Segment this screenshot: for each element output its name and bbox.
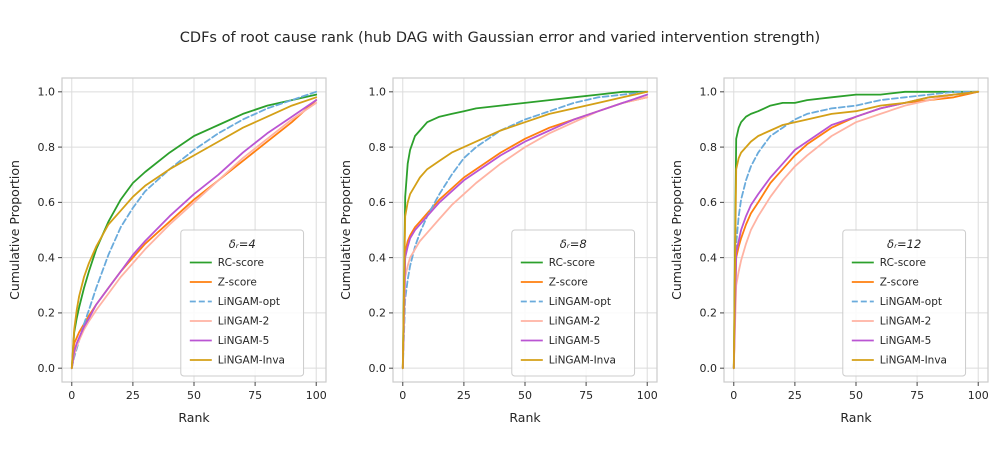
y-tick-label: 0.6 bbox=[38, 196, 56, 209]
x-tick-label: 100 bbox=[306, 389, 327, 402]
series-rc-score bbox=[401, 90, 649, 370]
y-tick-label: 0.6 bbox=[700, 196, 718, 209]
legend-label: LiNGAM-5 bbox=[218, 335, 269, 347]
legend-label: Z-score bbox=[218, 277, 257, 289]
series-rc-score bbox=[732, 90, 980, 370]
y-tick-label: 0.0 bbox=[369, 362, 387, 375]
subplot-svg: 0 25 50 75 100 0.0 0.2 0.4 0.6 0.8 1.0 Rank Cumulati… bbox=[7, 77, 327, 425]
x-tick-label: 25 bbox=[457, 389, 471, 402]
legend-label: LiNGAM-2 bbox=[549, 316, 600, 328]
series-lingam-inva bbox=[70, 96, 318, 370]
legend-box bbox=[511, 229, 636, 377]
series-lingam-5 bbox=[70, 99, 318, 370]
x-tick-label: 0 bbox=[730, 389, 737, 402]
x-tick-label: 50 bbox=[187, 389, 201, 402]
y-tick-label: 0.8 bbox=[700, 141, 718, 154]
legend-label: LiNGAM-Inva bbox=[880, 355, 947, 367]
series-rc-score bbox=[70, 93, 318, 370]
y-tick-label: 0.6 bbox=[369, 196, 387, 209]
y-tick-label: 0.0 bbox=[38, 362, 56, 375]
y-tick-label: 0.4 bbox=[700, 251, 718, 264]
x-axis-label: Rank bbox=[178, 410, 210, 425]
y-axis-label: Cumulative Proportion bbox=[669, 160, 684, 300]
figure-title: CDFs of root cause rank (hub DAG with Ga… bbox=[179, 30, 821, 46]
legend-label: LiNGAM-2 bbox=[880, 316, 931, 328]
y-tick-label: 1.0 bbox=[700, 86, 718, 99]
legend-label: LiNGAM-5 bbox=[880, 335, 931, 347]
x-tick-label: 50 bbox=[518, 389, 532, 402]
subplot-svg: 0 25 50 75 100 0.0 0.2 0.4 0.6 0.8 1.0 Rank Cumulati… bbox=[338, 77, 658, 425]
subplot-delta-8: 0 25 50 75 100 0.0 0.2 0.4 0.6 0.8 1.0 Rank Cumulati… bbox=[337, 62, 665, 442]
legend-label: LiNGAM-Inva bbox=[549, 355, 616, 367]
legend-label: Z-score bbox=[880, 277, 919, 289]
x-tick-label: 0 bbox=[399, 389, 406, 402]
x-tick-label: 25 bbox=[788, 389, 802, 402]
y-tick-label: 0.8 bbox=[369, 141, 387, 154]
legend-title: δᵣ=8 bbox=[560, 237, 587, 251]
subplot-svg: 0 25 50 75 100 0.0 0.2 0.4 0.6 0.8 1.0 Rank Cumulati… bbox=[669, 77, 989, 425]
legend-title: δᵣ=12 bbox=[887, 237, 921, 251]
x-tick-label: 75 bbox=[579, 389, 593, 402]
y-tick-label: 0.2 bbox=[700, 307, 718, 320]
subplot-delta-4: 0 25 50 75 100 0.0 0.2 0.4 0.6 0.8 1.0 Rank Cumulati… bbox=[6, 62, 334, 442]
x-tick-label: 75 bbox=[910, 389, 924, 402]
series-lingam-2 bbox=[732, 90, 980, 370]
legend-label: RC-score bbox=[880, 257, 926, 269]
x-tick-label: 0 bbox=[68, 389, 75, 402]
x-tick-label: 25 bbox=[126, 389, 140, 402]
legend-box bbox=[180, 229, 305, 377]
y-tick-label: 0.4 bbox=[369, 251, 387, 264]
y-axis-label: Cumulative Proportion bbox=[338, 160, 353, 300]
y-axis-label: Cumulative Proportion bbox=[7, 160, 22, 300]
x-tick-label: 75 bbox=[248, 389, 262, 402]
legend-label: LiNGAM-Inva bbox=[218, 355, 285, 367]
legend-label: RC-score bbox=[218, 257, 264, 269]
legend-label: LiNGAM-2 bbox=[218, 316, 269, 328]
legend-label: RC-score bbox=[549, 257, 595, 269]
y-tick-label: 0.2 bbox=[38, 307, 56, 320]
y-tick-label: 1.0 bbox=[369, 86, 387, 99]
series-lingam-opt bbox=[401, 90, 649, 370]
x-axis-label: Rank bbox=[509, 410, 541, 425]
x-axis-label: Rank bbox=[840, 410, 872, 425]
legend-label: LiNGAM-opt bbox=[218, 296, 280, 308]
legend-box bbox=[842, 229, 967, 377]
y-tick-label: 0.8 bbox=[38, 141, 56, 154]
x-tick-label: 50 bbox=[849, 389, 863, 402]
subplot-delta-12: 0 25 50 75 100 0.0 0.2 0.4 0.6 0.8 1.0 Rank Cumulati… bbox=[668, 62, 996, 442]
series-lingam-inva bbox=[732, 90, 980, 370]
subplots-row: 0 25 50 75 100 0.0 0.2 0.4 0.6 0.8 1.0 Rank Cumulati… bbox=[6, 62, 996, 442]
series-lingam-inva bbox=[401, 90, 649, 370]
legend-label: LiNGAM-5 bbox=[549, 335, 600, 347]
x-tick-label: 100 bbox=[637, 389, 658, 402]
legend-label: LiNGAM-opt bbox=[880, 296, 942, 308]
series-lingam-2 bbox=[401, 96, 649, 370]
series-lingam-5 bbox=[401, 93, 649, 370]
series-lingam-2 bbox=[70, 102, 318, 370]
x-tick-label: 100 bbox=[968, 389, 989, 402]
legend-title: δᵣ=4 bbox=[229, 237, 256, 251]
y-tick-label: 1.0 bbox=[38, 86, 56, 99]
y-tick-label: 0.0 bbox=[700, 362, 718, 375]
legend-label: LiNGAM-opt bbox=[549, 296, 611, 308]
y-tick-label: 0.4 bbox=[38, 251, 56, 264]
y-tick-label: 0.2 bbox=[369, 307, 387, 320]
legend-label: Z-score bbox=[549, 277, 588, 289]
